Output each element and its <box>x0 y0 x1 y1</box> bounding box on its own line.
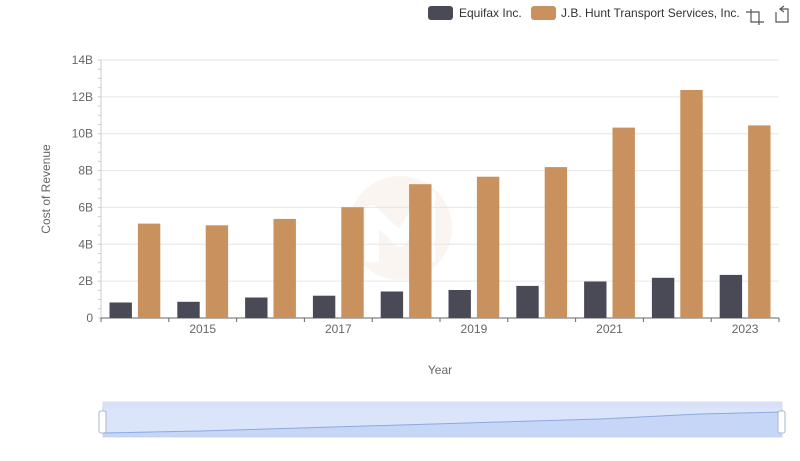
x-axis: 2015 2017 2019 2021 2023 <box>100 317 780 336</box>
legend-item-jbhunt[interactable]: J.B. Hunt Transport Services, Inc. <box>531 6 740 20</box>
bar-equifax-2017[interactable] <box>312 295 336 318</box>
legend: Equifax Inc. J.B. Hunt Transport Service… <box>428 6 740 20</box>
bar-jbhunt-2019[interactable] <box>476 176 500 318</box>
x-tick-label: 2021 <box>596 322 623 336</box>
legend-item-equifax[interactable]: Equifax Inc. <box>428 6 522 20</box>
bar-jbhunt-2018[interactable] <box>409 184 432 318</box>
x-tick-label: 2017 <box>325 322 352 336</box>
slider-preview-area <box>103 412 782 437</box>
y-tick-label: 12B <box>72 90 93 104</box>
bar-equifax-2016[interactable] <box>245 297 268 319</box>
y-axis-title: Cost of Revenue <box>39 144 53 234</box>
bar-jbhunt-2017[interactable] <box>341 207 364 318</box>
x-tick-label: 2023 <box>732 322 759 336</box>
bar-jbhunt-2020[interactable] <box>544 167 568 318</box>
y-tick-label: 10B <box>72 127 93 141</box>
y-tick-label: 8B <box>78 164 93 178</box>
y-axis: 0 2B 4B 6B 8B 10B 12B 14B <box>72 53 102 325</box>
x-tick-label: 2019 <box>461 322 488 336</box>
bar-jbhunt-2015[interactable] <box>205 225 229 318</box>
y-tick-label: 2B <box>78 274 93 288</box>
y-tick-label: 0 <box>86 311 93 325</box>
legend-label-equifax: Equifax Inc. <box>459 6 522 20</box>
slider-top-bar[interactable] <box>103 402 782 408</box>
bars <box>109 90 771 319</box>
bar-jbhunt-2023[interactable] <box>748 125 771 319</box>
bar-jbhunt-2021[interactable] <box>612 127 635 318</box>
bar-equifax-2020[interactable] <box>516 285 539 318</box>
bar-equifax-2021[interactable] <box>584 281 607 319</box>
bar-equifax-2015[interactable] <box>177 301 200 318</box>
bar-equifax-2022[interactable] <box>651 277 675 318</box>
y-tick-label: 4B <box>78 237 93 251</box>
bar-equifax-2018[interactable] <box>380 291 404 319</box>
grid-lines <box>101 59 779 282</box>
bar-equifax-2014[interactable] <box>109 302 132 319</box>
bar-equifax-2023[interactable] <box>719 274 743 318</box>
zoom-reset-icon[interactable] <box>775 5 789 23</box>
bar-equifax-2019[interactable] <box>448 290 471 318</box>
y-tick-label: 14B <box>72 53 93 67</box>
bar-jbhunt-2016[interactable] <box>273 218 296 318</box>
x-axis-title: Year <box>428 363 452 377</box>
bar-jbhunt-2022[interactable] <box>680 90 703 318</box>
legend-swatch-jbhunt <box>531 6 556 20</box>
y-tick-label: 6B <box>78 200 93 214</box>
slider-handle-right[interactable] <box>777 410 786 434</box>
zoom-select-icon[interactable] <box>746 9 764 25</box>
slider-preview-line <box>102 411 783 434</box>
slider-handle-left[interactable] <box>98 410 107 434</box>
legend-swatch-equifax <box>428 6 453 20</box>
x-tick-label: 2015 <box>189 322 216 336</box>
bar-jbhunt-2014[interactable] <box>137 223 161 318</box>
data-zoom-slider[interactable] <box>98 401 786 438</box>
legend-label-jbhunt: J.B. Hunt Transport Services, Inc. <box>561 6 740 20</box>
